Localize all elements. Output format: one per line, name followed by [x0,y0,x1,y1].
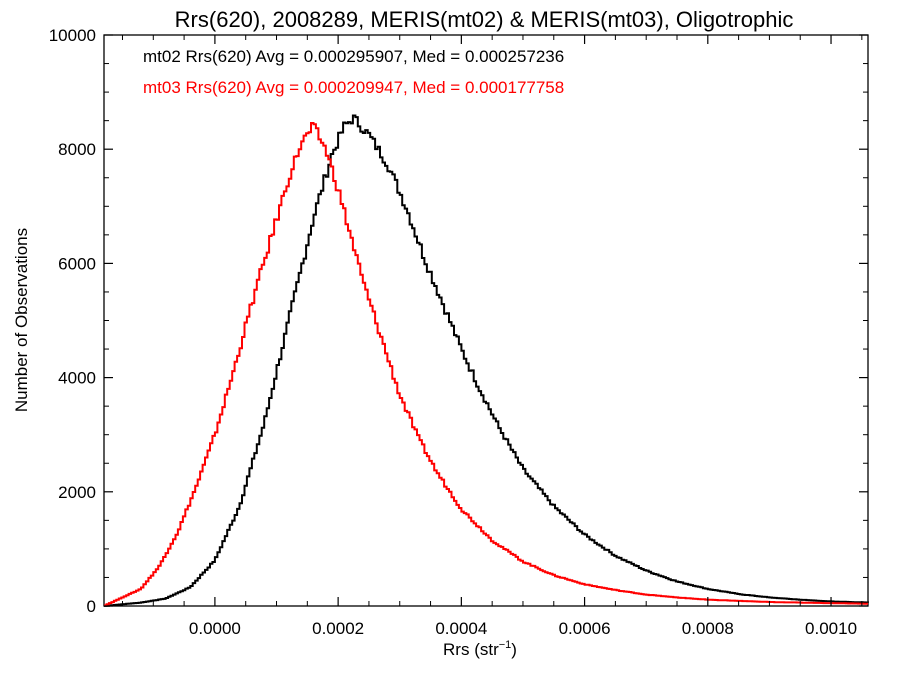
x-tick-label: 0.0000 [189,619,241,638]
y-axis: 0 2000 4000 6000 8000 10000 [49,26,868,616]
x-tick-label: 0.0010 [805,619,857,638]
x-axis-label-superscript: −1 [499,639,512,651]
y-tick-label: 4000 [58,369,96,388]
y-tick-label: 10000 [49,26,96,45]
series-mt03-histogram [104,122,868,607]
y-tick-label: 0 [87,597,96,616]
series-mt02-histogram [104,114,869,607]
x-tick-label: 0.0002 [312,619,364,638]
series-layer [104,114,869,607]
plot-frame [103,34,869,607]
legend-entry-mt02: mt02 Rrs(620) Avg = 0.000295907, Med = 0… [143,47,564,66]
x-axis-label-close: ) [511,640,517,659]
chart-title: Rrs(620), 2008289, MERIS(mt02) & MERIS(m… [175,7,794,32]
y-tick-label: 8000 [58,140,96,159]
y-tick-label: 6000 [58,254,96,273]
x-tick-label: 0.0004 [435,619,487,638]
y-axis-label: Number of Observations [12,228,31,412]
x-axis-label-text: Rrs (str [443,640,499,659]
legend-entry-mt03: mt03 Rrs(620) Avg = 0.000209947, Med = 0… [143,78,564,97]
y-tick-label: 2000 [58,483,96,502]
x-tick-label: 0.0006 [559,619,611,638]
x-axis-label: Rrs (str−1) [443,639,517,659]
x-axis: 0.0000 0.0002 0.0004 0.0006 0.0008 0.0010 [121,35,863,638]
x-tick-label: 0.0008 [682,619,734,638]
